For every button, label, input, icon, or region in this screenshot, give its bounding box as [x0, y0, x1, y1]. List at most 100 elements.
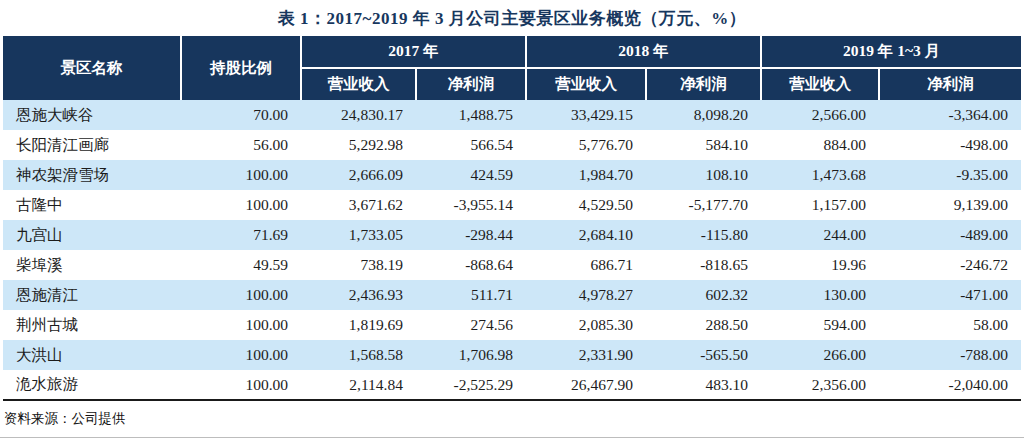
revenue-2017: 2,436.93 [301, 280, 416, 310]
net-profit-2019: 58.00 [879, 310, 1021, 340]
revenue-2019: 19.96 [761, 250, 879, 280]
scenic-area-name: 洈水旅游 [3, 370, 181, 400]
table-row: 荆州古城100.001,819.69274.562,085.30288.5059… [3, 310, 1021, 340]
page-bottom-divider [0, 437, 1024, 438]
col-group-2018: 2018 年 [526, 36, 761, 68]
revenue-2019: 2,566.00 [761, 100, 879, 130]
revenue-2017: 738.19 [301, 250, 416, 280]
net-profit-2019: -498.00 [879, 130, 1021, 160]
revenue-2018: 4,529.50 [526, 190, 646, 220]
revenue-2018: 33,429.15 [526, 100, 646, 130]
scenic-area-name: 大洪山 [3, 340, 181, 370]
col-header-profit-2017: 净利润 [416, 68, 526, 100]
shareholding-ratio: 71.69 [181, 220, 301, 250]
scenic-area-name: 恩施清江 [3, 280, 181, 310]
revenue-2019: 1,473.68 [761, 160, 879, 190]
scenic-area-name: 荆州古城 [3, 310, 181, 340]
net-profit-2018: 584.10 [646, 130, 761, 160]
table-row: 神农架滑雪场100.002,666.09424.591,984.70108.10… [3, 160, 1021, 190]
net-profit-2018: 8,098.20 [646, 100, 761, 130]
shareholding-ratio: 100.00 [181, 160, 301, 190]
net-profit-2019: -489.00 [879, 220, 1021, 250]
table-row: 柴埠溪49.59738.19-868.64686.71-818.6519.96-… [3, 250, 1021, 280]
net-profit-2017: 566.54 [416, 130, 526, 160]
scenic-area-name: 恩施大峡谷 [3, 100, 181, 130]
revenue-2019: 244.00 [761, 220, 879, 250]
col-header-revenue-2017: 营业收入 [301, 68, 416, 100]
net-profit-2019: -246.72 [879, 250, 1021, 280]
revenue-2018: 2,684.10 [526, 220, 646, 250]
table-row: 恩施大峡谷70.0024,830.171,488.7533,429.158,09… [3, 100, 1021, 130]
revenue-2019: 1,157.00 [761, 190, 879, 220]
scenic-business-table: 景区名称 持股比例 2017 年 2018 年 2019 年 1~3 月 营业收… [3, 36, 1021, 401]
revenue-2019: 594.00 [761, 310, 879, 340]
scenic-area-name: 神农架滑雪场 [3, 160, 181, 190]
net-profit-2018: 288.50 [646, 310, 761, 340]
net-profit-2017: 424.59 [416, 160, 526, 190]
shareholding-ratio: 49.59 [181, 250, 301, 280]
revenue-2019: 130.00 [761, 280, 879, 310]
net-profit-2017: 511.71 [416, 280, 526, 310]
table-row: 大洪山100.001,568.581,706.982,331.90-565.50… [3, 340, 1021, 370]
revenue-2018: 5,776.70 [526, 130, 646, 160]
source-note: 资料来源：公司提供 [4, 410, 1024, 428]
table-title: 表 1：2017~2019 年 3 月公司主要景区业务概览（万元、%） [0, 0, 1024, 30]
header-row-groups: 景区名称 持股比例 2017 年 2018 年 2019 年 1~3 月 [3, 36, 1021, 68]
revenue-2017: 1,568.58 [301, 340, 416, 370]
net-profit-2019: -2,040.00 [879, 370, 1021, 400]
revenue-2017: 24,830.17 [301, 100, 416, 130]
net-profit-2017: 1,488.75 [416, 100, 526, 130]
revenue-2018: 2,331.90 [526, 340, 646, 370]
revenue-2017: 2,666.09 [301, 160, 416, 190]
table-row: 恩施清江100.002,436.93511.714,978.27602.3213… [3, 280, 1021, 310]
shareholding-ratio: 100.00 [181, 340, 301, 370]
shareholding-ratio: 100.00 [181, 370, 301, 400]
shareholding-ratio: 100.00 [181, 280, 301, 310]
net-profit-2017: 1,706.98 [416, 340, 526, 370]
revenue-2018: 2,085.30 [526, 310, 646, 340]
net-profit-2018: 483.10 [646, 370, 761, 400]
revenue-2017: 3,671.62 [301, 190, 416, 220]
revenue-2019: 266.00 [761, 340, 879, 370]
revenue-2018: 4,978.27 [526, 280, 646, 310]
revenue-2017: 1,819.69 [301, 310, 416, 340]
revenue-2019: 884.00 [761, 130, 879, 160]
table-body: 恩施大峡谷70.0024,830.171,488.7533,429.158,09… [3, 100, 1021, 400]
col-group-2017: 2017 年 [301, 36, 526, 68]
revenue-2017: 1,733.05 [301, 220, 416, 250]
col-header-profit-2018: 净利润 [646, 68, 761, 100]
revenue-2018: 686.71 [526, 250, 646, 280]
col-header-revenue-2018: 营业收入 [526, 68, 646, 100]
net-profit-2019: -9.35.00 [879, 160, 1021, 190]
net-profit-2019: 9,139.00 [879, 190, 1021, 220]
net-profit-2018: 602.32 [646, 280, 761, 310]
col-header-profit-2019: 净利润 [879, 68, 1021, 100]
table-row: 古隆中100.003,671.62-3,955.144,529.50-5,177… [3, 190, 1021, 220]
table-row: 洈水旅游100.002,114.84-2,525.2926,467.90483.… [3, 370, 1021, 400]
revenue-2018: 1,984.70 [526, 160, 646, 190]
col-group-2019: 2019 年 1~3 月 [761, 36, 1021, 68]
shareholding-ratio: 100.00 [181, 310, 301, 340]
net-profit-2017: -2,525.29 [416, 370, 526, 400]
revenue-2019: 2,356.00 [761, 370, 879, 400]
scenic-area-name: 古隆中 [3, 190, 181, 220]
net-profit-2019: -3,364.00 [879, 100, 1021, 130]
net-profit-2018: -565.50 [646, 340, 761, 370]
revenue-2017: 5,292.98 [301, 130, 416, 160]
table-header: 景区名称 持股比例 2017 年 2018 年 2019 年 1~3 月 营业收… [3, 36, 1021, 100]
scenic-area-name: 长阳清江画廊 [3, 130, 181, 160]
net-profit-2017: 274.56 [416, 310, 526, 340]
net-profit-2017: -868.64 [416, 250, 526, 280]
net-profit-2017: -298.44 [416, 220, 526, 250]
shareholding-ratio: 56.00 [181, 130, 301, 160]
net-profit-2018: -115.80 [646, 220, 761, 250]
net-profit-2019: -788.00 [879, 340, 1021, 370]
net-profit-2018: 108.10 [646, 160, 761, 190]
net-profit-2017: -3,955.14 [416, 190, 526, 220]
report-page: 表 1：2017~2019 年 3 月公司主要景区业务概览（万元、%） 景区名称… [0, 0, 1024, 440]
scenic-area-name: 九宫山 [3, 220, 181, 250]
revenue-2017: 2,114.84 [301, 370, 416, 400]
net-profit-2018: -818.65 [646, 250, 761, 280]
col-header-ratio: 持股比例 [181, 36, 301, 100]
shareholding-ratio: 100.00 [181, 190, 301, 220]
